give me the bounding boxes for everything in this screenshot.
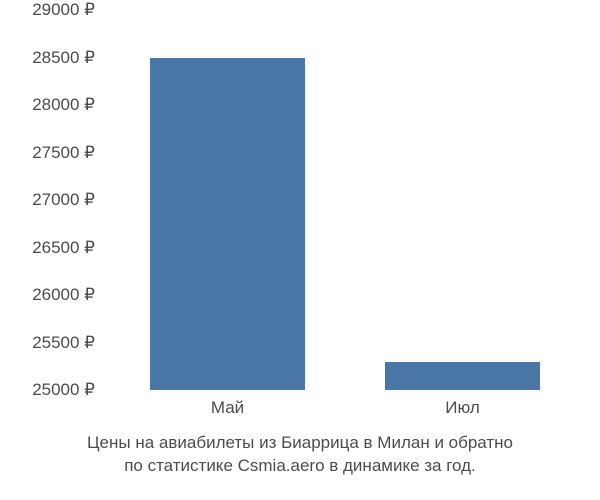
plot-area <box>110 10 580 390</box>
y-tick-label: 29000 ₽ <box>32 0 95 20</box>
x-tick-label: Июл <box>445 398 480 418</box>
bar <box>385 362 540 391</box>
y-axis: 25000 ₽25500 ₽26000 ₽26500 ₽27000 ₽27500… <box>0 10 105 390</box>
bar <box>150 58 305 391</box>
y-tick-label: 26000 ₽ <box>32 285 95 305</box>
y-tick-label: 25500 ₽ <box>32 333 95 353</box>
y-tick-label: 26500 ₽ <box>32 238 95 258</box>
y-tick-label: 28500 ₽ <box>32 48 95 68</box>
y-tick-label: 28000 ₽ <box>32 95 95 115</box>
y-tick-label: 25000 ₽ <box>32 380 95 400</box>
x-tick-label: Май <box>211 398 244 418</box>
x-axis: Май Июл <box>110 398 580 423</box>
caption-line-1: Цены на авиабилеты из Биаррица в Милан и… <box>20 432 580 455</box>
price-chart: 25000 ₽ 25500 ₽ 26000 ₽ 26500 ₽ 27000 ₽ 27500… <box>0 0 600 500</box>
y-tick-label: 27500 ₽ <box>32 143 95 163</box>
chart-caption: Цены на авиабилеты из Биаррица в Милан и… <box>0 432 600 478</box>
caption-line-2: по статистике Csmia.aero в динамике за г… <box>20 455 580 478</box>
y-tick-label: 27000 ₽ <box>32 190 95 210</box>
